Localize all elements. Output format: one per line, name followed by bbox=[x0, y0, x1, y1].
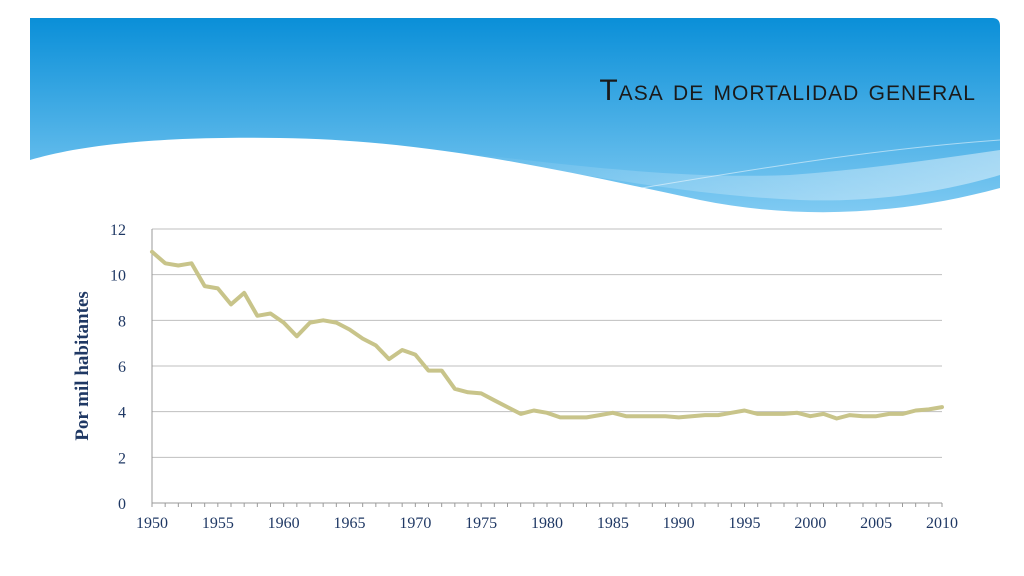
axes bbox=[151, 229, 943, 507]
grid-lines bbox=[152, 228, 942, 458]
y-tick-label: 8 bbox=[118, 313, 126, 330]
x-tick-label: 1975 bbox=[465, 515, 497, 532]
x-tick-label: 1955 bbox=[202, 515, 234, 532]
y-tick-label: 4 bbox=[118, 405, 126, 422]
y-tick-label: 10 bbox=[110, 268, 126, 285]
x-tick-label: 1995 bbox=[729, 515, 761, 532]
banner-wave-line bbox=[599, 139, 1001, 196]
x-tick-labels: 1950 1955 1960 1965 1970 1975 1980 1985 1990 1995… bbox=[136, 515, 958, 532]
y-axis-title: Por mil habitantes bbox=[72, 291, 93, 441]
y-tick-label: 6 bbox=[118, 359, 126, 376]
series-layer bbox=[150, 249, 944, 421]
series-line bbox=[150, 249, 944, 421]
x-tick-label: 1985 bbox=[597, 515, 629, 532]
x-tick-label: 2000 bbox=[794, 515, 826, 532]
slide-title: Tasa de mortalidad general bbox=[599, 74, 976, 107]
x-tick-label: 2005 bbox=[860, 515, 892, 532]
y-tick-label: 0 bbox=[118, 496, 126, 513]
x-tick-label: 2010 bbox=[926, 515, 958, 532]
banner-shape bbox=[30, 18, 1000, 213]
x-tick-label: 1965 bbox=[334, 515, 366, 532]
x-tick-label: 1960 bbox=[268, 515, 300, 532]
x-tick-label: 1970 bbox=[399, 515, 431, 532]
x-tick-label: 1980 bbox=[531, 515, 563, 532]
y-tick-label: 12 bbox=[110, 222, 126, 239]
y-tick-labels: 0 2 4 6 8 10 12 bbox=[110, 222, 126, 513]
header-banner bbox=[30, 18, 1001, 213]
x-tick-label: 1990 bbox=[663, 515, 695, 532]
banner-wave bbox=[430, 150, 1000, 201]
y-tick-label: 2 bbox=[118, 450, 126, 467]
x-tick-label: 1950 bbox=[136, 515, 168, 532]
